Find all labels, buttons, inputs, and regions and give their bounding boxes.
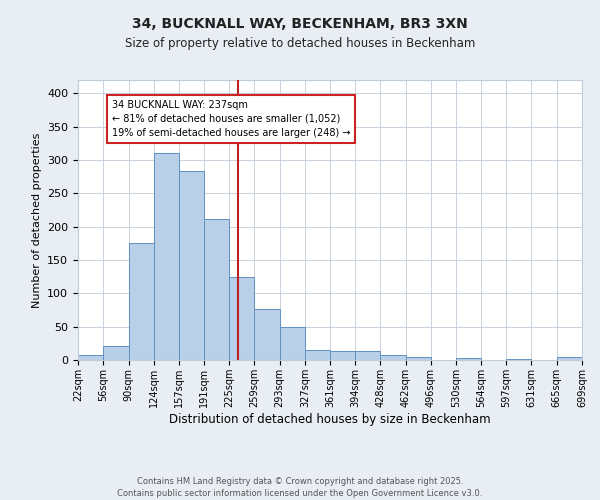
Bar [128,244,154,360]
Bar [103,346,128,360]
Bar [557,358,582,360]
Bar [179,172,204,360]
Bar [331,352,355,360]
X-axis label: Distribution of detached houses by size in Beckenham: Distribution of detached houses by size … [169,412,491,426]
Bar [154,154,179,360]
Bar [280,328,305,360]
Bar [229,276,254,360]
Bar [305,350,331,360]
Text: 34, BUCKNALL WAY, BECKENHAM, BR3 3XN: 34, BUCKNALL WAY, BECKENHAM, BR3 3XN [132,18,468,32]
Text: Contains HM Land Registry data © Crown copyright and database right 2025.: Contains HM Land Registry data © Crown c… [137,478,463,486]
Bar [456,358,481,360]
Bar [204,218,229,360]
Bar [406,358,431,360]
Y-axis label: Number of detached properties: Number of detached properties [32,132,41,308]
Text: Size of property relative to detached houses in Beckenham: Size of property relative to detached ho… [125,38,475,51]
Bar [254,310,280,360]
Bar [78,356,103,360]
Text: 34 BUCKNALL WAY: 237sqm
← 81% of detached houses are smaller (1,052)
19% of semi: 34 BUCKNALL WAY: 237sqm ← 81% of detache… [112,100,350,138]
Bar [355,350,380,360]
Bar [380,354,406,360]
Text: Contains public sector information licensed under the Open Government Licence v3: Contains public sector information licen… [118,489,482,498]
